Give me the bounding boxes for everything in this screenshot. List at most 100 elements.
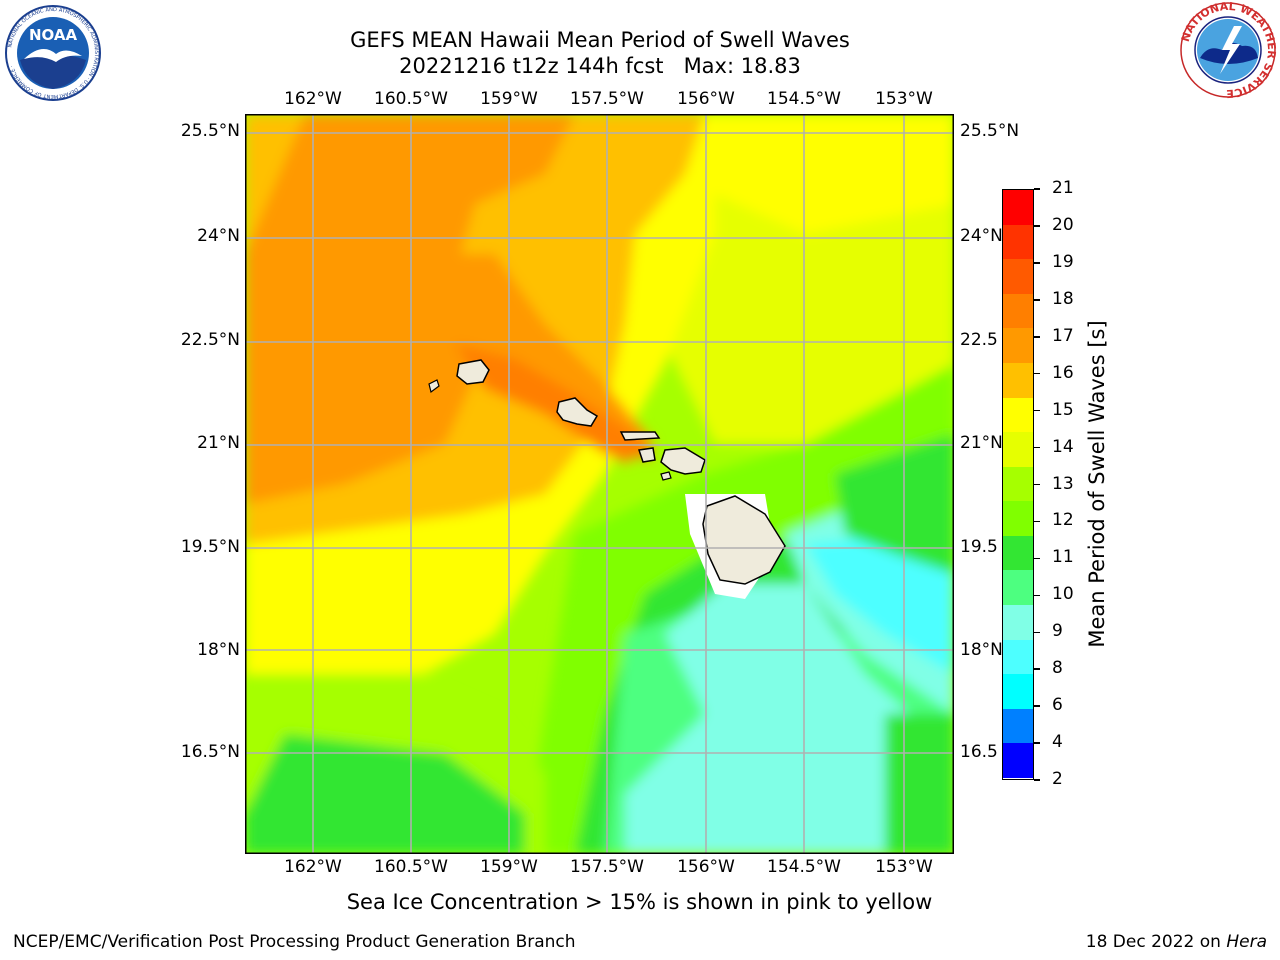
colorbar-tick-mark [1034, 188, 1040, 190]
title-line-2: 20221216 t12z 144h fcst Max: 18.83 [399, 54, 801, 78]
colorbar [1002, 189, 1034, 780]
island-lanai [638, 447, 656, 463]
colorbar-swatch [1003, 259, 1033, 295]
noaa-logo: NOAA NATIONAL OCEANIC AND ATMOSPHERIC AD… [5, 5, 101, 101]
graticule [245, 114, 954, 854]
colorbar-tick-mark [1034, 336, 1040, 338]
lon-label: 162°W [284, 89, 342, 109]
lon-label: 153°W [875, 857, 933, 877]
lon-label: 157.5°W [570, 857, 644, 877]
colorbar-tick-mark [1034, 779, 1040, 781]
lon-label: 156°W [677, 89, 735, 109]
colorbar-tick-mark [1034, 668, 1040, 670]
colorbar-label-text: Mean Period of Swell Waves [s] [1085, 320, 1109, 648]
colorbar-swatch [1003, 708, 1033, 744]
colorbar-swatch [1003, 362, 1033, 399]
colorbar-tick-mark [1034, 409, 1040, 412]
colorbar-swatch [1003, 293, 1033, 329]
colorbar-tick-label: 15 [1052, 399, 1074, 420]
colorbar-tick-label: 11 [1052, 547, 1074, 568]
nws-logo: NATIONAL WEATHER SERVICE [1179, 0, 1278, 100]
islands [428, 359, 786, 599]
colorbar-tick-label: 16 [1052, 362, 1074, 383]
colorbar-swatch [1003, 397, 1033, 433]
lon-label: 153°W [875, 89, 933, 109]
lat-label: 21°N [960, 433, 1003, 453]
map-panel [245, 114, 954, 854]
colorbar-swatch [1003, 466, 1033, 502]
colorbar-swatch [1003, 501, 1033, 537]
lat-label: 18°N [960, 640, 1003, 660]
colorbar-swatch [1003, 224, 1033, 260]
lat-label: 16.5°N [180, 742, 240, 762]
colorbar-tick-label: 18 [1052, 288, 1074, 309]
colorbar-tick-label: 12 [1052, 510, 1074, 531]
colorbar-tick-label: 17 [1052, 325, 1074, 346]
colorbar-swatches [1003, 190, 1033, 779]
colorbar-tick-mark [1034, 446, 1040, 449]
lon-label: 154.5°W [767, 89, 841, 109]
lat-label: 19.5 [960, 537, 998, 557]
lat-label: 19.5°N [180, 537, 240, 557]
colorbar-tick-mark [1034, 742, 1040, 744]
lat-label: 24°N [197, 226, 240, 246]
lat-label: 24°N [960, 226, 1003, 246]
colorbar-tick-mark [1034, 631, 1040, 633]
colorbar-tick-mark [1034, 225, 1040, 227]
island-kahoolawe [660, 471, 672, 481]
colorbar-tick-label: 8 [1052, 658, 1063, 679]
colorbar-tick-mark [1034, 262, 1040, 264]
footer-date-text: 18 Dec 2022 on [1085, 932, 1227, 952]
colorbar-tick-mark [1034, 594, 1040, 597]
colorbar-tick-label: 20 [1052, 214, 1074, 235]
island-kauai [456, 359, 490, 385]
colorbar-tick-mark [1034, 483, 1040, 486]
lon-label: 159°W [480, 89, 538, 109]
island-maui [660, 447, 706, 475]
lat-label: 16.5 [960, 742, 998, 762]
colorbar-tick-mark [1034, 557, 1040, 560]
footer-date: 18 Dec 2022 on Hera [1086, 932, 1267, 952]
colorbar-tick-label: 10 [1052, 584, 1074, 605]
lon-label: 160.5°W [374, 89, 448, 109]
colorbar-swatch [1003, 328, 1033, 364]
lat-label: 21°N [197, 433, 240, 453]
colorbar-tick-label: 13 [1052, 473, 1074, 494]
lat-label: 25.5°N [180, 121, 240, 141]
lon-label: 162°W [284, 857, 342, 877]
colorbar-tick-label: 4 [1052, 732, 1063, 753]
lon-label: 157.5°W [570, 89, 644, 109]
island-oahu [556, 397, 599, 427]
colorbar-tick-label: 6 [1052, 695, 1063, 716]
colorbar-swatch [1003, 570, 1033, 606]
colorbar-tick-mark [1034, 705, 1040, 707]
colorbar-tick-mark [1034, 520, 1040, 523]
lon-label: 160.5°W [374, 857, 448, 877]
lat-label: 18°N [197, 640, 240, 660]
colorbar-swatch [1003, 639, 1033, 675]
lat-label: 22.5°N [180, 330, 240, 350]
colorbar-swatch [1003, 674, 1033, 710]
colorbar-tick-label: 21 [1052, 178, 1074, 198]
lon-label: 159°W [480, 857, 538, 877]
noaa-logo-text: NOAA [29, 26, 78, 44]
colorbar-tick-label: 9 [1052, 621, 1063, 642]
footer-host: Hera [1226, 932, 1267, 952]
lat-label: 25.5°N [960, 121, 1020, 141]
lon-label: 154.5°W [767, 857, 841, 877]
lon-label: 156°W [677, 857, 735, 877]
footer-credit: NCEP/EMC/Verification Post Processing Pr… [13, 932, 576, 952]
colorbar-swatch [1003, 743, 1033, 779]
colorbar-tick-label: 19 [1052, 251, 1074, 272]
colorbar-swatch [1003, 190, 1033, 226]
map-title: GEFS MEAN Hawaii Mean Period of Swell Wa… [0, 27, 1200, 79]
lat-label: 22.5 [960, 330, 998, 350]
colorbar-tick-label: 14 [1052, 436, 1074, 457]
colorbar-tick-label: 2 [1052, 769, 1063, 789]
island-niihau [428, 379, 440, 394]
colorbar-tick-mark [1034, 299, 1040, 301]
title-line-1: GEFS MEAN Hawaii Mean Period of Swell Wa… [350, 28, 850, 52]
map-frame [245, 114, 954, 854]
colorbar-swatch [1003, 605, 1033, 641]
island-molokai [619, 431, 661, 441]
